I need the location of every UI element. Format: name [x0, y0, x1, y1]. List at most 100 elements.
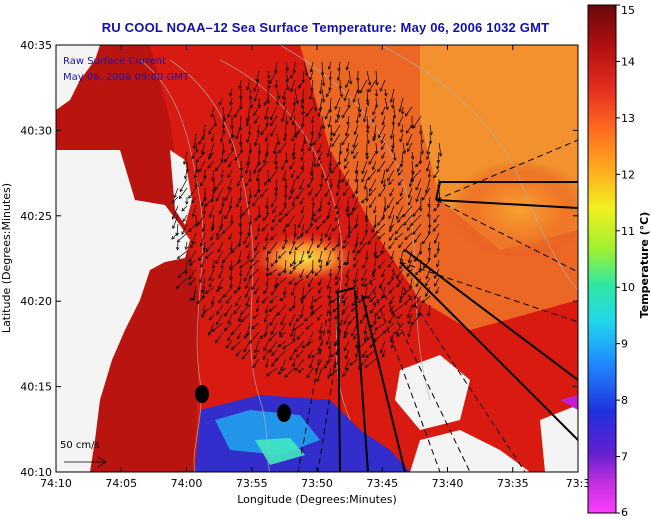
current-vector — [344, 151, 350, 162]
current-vector — [335, 115, 341, 123]
current-vector-head — [212, 189, 216, 194]
current-vector — [258, 142, 261, 154]
current-vector-head — [246, 255, 251, 260]
current-vector-head — [328, 167, 332, 172]
current-vector — [263, 340, 269, 351]
current-vector — [365, 349, 377, 358]
current-vector — [334, 97, 341, 110]
scale-arrowhead — [97, 456, 107, 468]
current-vector-head — [344, 283, 349, 288]
current-vector-head — [390, 344, 394, 349]
current-vector — [203, 205, 206, 215]
current-vector-head — [327, 330, 331, 334]
current-vector-head — [373, 209, 377, 214]
colorbar — [587, 4, 617, 514]
current-vector — [324, 187, 332, 197]
current-vector-head — [365, 256, 369, 261]
current-vector — [173, 187, 179, 198]
current-vector — [325, 169, 332, 182]
current-vector — [375, 88, 378, 97]
current-vector-head — [270, 203, 275, 208]
current-vector — [302, 106, 305, 115]
current-vector-head — [208, 316, 213, 321]
current-vector — [248, 268, 260, 279]
current-vector-head — [345, 274, 349, 279]
current-vector-head — [227, 174, 231, 179]
current-vector-head — [246, 139, 250, 143]
current-vector-head — [381, 155, 385, 160]
current-vector — [262, 349, 269, 360]
current-vector-head — [239, 106, 243, 110]
current-vector — [380, 340, 386, 354]
current-vector — [381, 106, 386, 115]
current-vector — [306, 322, 314, 330]
current-vector-head — [266, 100, 270, 105]
current-vector — [312, 133, 323, 146]
current-vector — [228, 160, 233, 168]
current-vector — [345, 349, 350, 359]
current-vector-head — [366, 102, 370, 107]
current-vector — [248, 331, 260, 344]
current-vector-head — [323, 246, 328, 251]
current-vector-head — [353, 257, 357, 261]
current-vector — [293, 331, 296, 342]
current-vector-head — [289, 166, 293, 170]
current-vector — [214, 178, 224, 191]
current-vector — [254, 340, 260, 353]
current-vector-head — [188, 262, 193, 266]
current-vector-head — [280, 321, 284, 326]
current-vector-head — [369, 298, 373, 303]
current-vector-head — [410, 177, 414, 182]
current-vector — [177, 241, 179, 250]
current-vector-head — [300, 105, 305, 109]
current-vector-head — [213, 122, 218, 127]
current-vector — [246, 322, 251, 337]
current-vector — [269, 304, 278, 312]
current-vector — [312, 97, 317, 111]
current-vector — [412, 223, 422, 235]
current-vector-head — [304, 72, 309, 77]
current-vector-head — [406, 130, 410, 134]
current-vector-head — [434, 275, 438, 279]
current-vector-head — [319, 265, 323, 269]
current-vector-head — [391, 104, 395, 109]
current-vector-head — [297, 224, 301, 229]
current-vector-head — [309, 172, 314, 176]
current-vector — [384, 88, 387, 97]
current-vector-head — [314, 193, 318, 198]
current-vector-head — [363, 283, 368, 287]
current-vector — [276, 88, 280, 99]
current-vector — [199, 268, 206, 283]
current-vector — [325, 223, 332, 238]
current-vector — [396, 268, 404, 279]
current-vector — [372, 259, 377, 275]
current-vector — [433, 214, 440, 223]
current-vector-head — [175, 285, 180, 289]
current-vector-head — [329, 184, 333, 189]
current-vector — [211, 295, 215, 305]
current-vector-head — [382, 184, 387, 188]
current-vector — [171, 232, 179, 240]
current-vector — [328, 196, 332, 206]
map-field — [56, 45, 578, 472]
current-vector-head — [388, 181, 392, 186]
current-vector — [270, 259, 278, 267]
current-vector-head — [384, 93, 388, 97]
current-vector — [285, 151, 288, 163]
current-vector — [329, 268, 332, 277]
current-vector — [301, 295, 305, 304]
current-vector-head — [246, 162, 250, 166]
current-vector — [398, 178, 404, 186]
current-vector-head — [361, 170, 365, 175]
current-vector — [269, 295, 278, 304]
current-vector-head — [266, 75, 271, 80]
current-vector-head — [171, 236, 175, 240]
current-vector — [335, 277, 341, 285]
current-vector — [405, 106, 413, 117]
current-vector-head — [365, 354, 369, 358]
current-vector-head — [341, 141, 345, 146]
current-vector-head — [379, 349, 384, 354]
current-vector-head — [291, 363, 296, 368]
current-vector — [172, 205, 179, 220]
current-vector-head — [389, 228, 393, 233]
